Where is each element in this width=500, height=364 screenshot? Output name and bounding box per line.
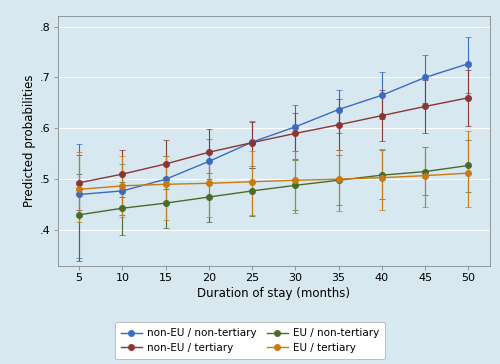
- X-axis label: Duration of stay (months): Duration of stay (months): [197, 287, 350, 300]
- Y-axis label: Predicted probabilities: Predicted probabilities: [22, 75, 36, 207]
- Legend: non-EU / non-tertiary, non-EU / tertiary, EU / non-tertiary, EU / tertiary: non-EU / non-tertiary, non-EU / tertiary…: [114, 322, 386, 359]
